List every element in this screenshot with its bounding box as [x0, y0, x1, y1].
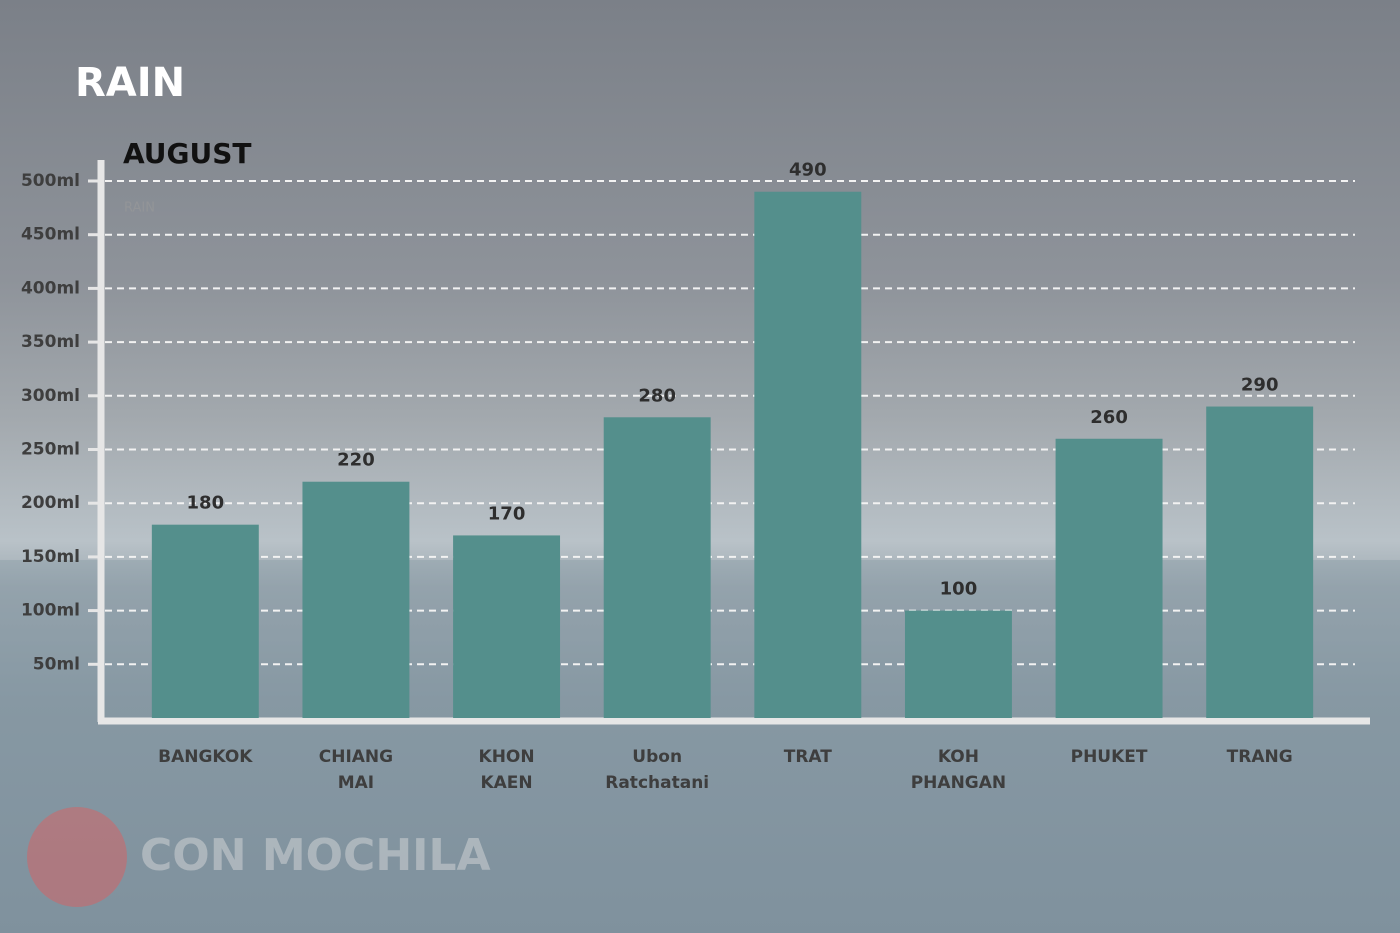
bar [603, 417, 711, 718]
x-tick-label: TRANG [1226, 747, 1293, 767]
x-tick-label: BANGKOK [158, 747, 253, 767]
bar [904, 610, 1012, 718]
x-tick-label: PHUKET [1070, 747, 1148, 767]
bar [754, 191, 862, 719]
bar [453, 535, 561, 718]
y-tick-label: 100ml [21, 601, 80, 621]
y-tick-label: 450ml [21, 225, 80, 245]
x-tick-label: KHON KAEN [478, 747, 535, 793]
y-tick-label: 400ml [21, 278, 80, 298]
x-tick-label: Ubon Ratchatani [605, 747, 710, 793]
y-tick-label: 200ml [21, 493, 80, 513]
x-tick-label: KOH PHANGAN [910, 747, 1007, 793]
bar [151, 524, 259, 718]
y-tick-label: 50ml [33, 654, 80, 674]
y-tick-label: 500ml [21, 171, 80, 191]
x-tick-label: CHIANG MAI [318, 747, 394, 793]
data-label: 170 [488, 503, 526, 524]
y-tick-label: 350ml [21, 332, 80, 352]
y-tick-label: 150ml [21, 547, 80, 567]
data-label: 290 [1241, 375, 1279, 396]
bar [1055, 438, 1163, 718]
data-label: 260 [1090, 407, 1128, 428]
data-label: 280 [638, 385, 676, 406]
bar [1206, 406, 1314, 718]
data-label: 100 [940, 579, 978, 600]
legend-entry: RAIN [124, 201, 155, 216]
watermark: CON MOCHILA [140, 830, 491, 881]
y-tick-label: 250ml [21, 440, 80, 460]
data-label: 220 [337, 450, 375, 471]
chart-subtitle: AUGUST [123, 137, 252, 170]
x-tick-label: TRAT [783, 747, 832, 767]
watermark-logo: CON MOCHILA [27, 807, 491, 907]
bar [302, 481, 410, 718]
data-label: 180 [187, 493, 225, 514]
y-tick-label: 300ml [21, 386, 80, 406]
data-label: 490 [789, 160, 827, 181]
chart-title: RAIN [75, 60, 185, 106]
